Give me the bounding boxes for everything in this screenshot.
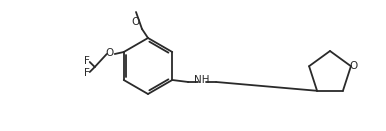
Text: F: F: [84, 56, 90, 66]
Text: O: O: [350, 61, 358, 71]
Text: O: O: [106, 48, 114, 58]
Text: O: O: [132, 17, 140, 27]
Text: NH: NH: [195, 75, 210, 85]
Text: F: F: [84, 68, 90, 78]
